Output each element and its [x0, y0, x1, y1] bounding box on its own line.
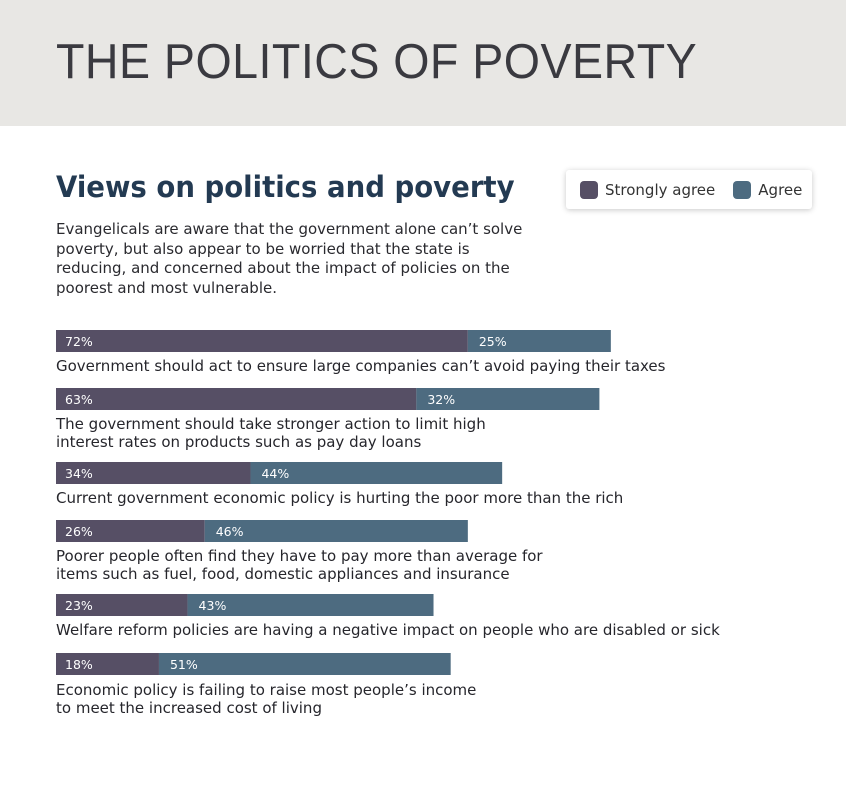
chart-subtitle: Views on politics and poverty [56, 170, 515, 204]
header-banner: THE POLITICS OF POVERTY [0, 0, 846, 126]
legend-swatch-agree [733, 180, 752, 199]
legend-item-strongly-agree: Strongly agree [580, 180, 716, 199]
bar-label-agree-3: 44% [261, 466, 289, 481]
bar-label-strongly-agree-4: 26% [65, 524, 93, 539]
bar-strongly-agree-2 [56, 388, 417, 410]
category-label-3: Current government economic policy is hu… [56, 489, 624, 507]
bar-agree-2 [416, 388, 600, 410]
intro-text: Evangelicals are aware that the governme… [56, 220, 523, 297]
bar-label-strongly-agree-3: 34% [65, 466, 93, 481]
bar-label-agree-2: 32% [427, 392, 455, 407]
bar-agree-4 [204, 520, 468, 542]
bar-agree-6 [158, 653, 451, 675]
bar-strongly-agree-5 [56, 594, 188, 616]
bar-strongly-agree-1 [56, 330, 468, 352]
bar-agree-3 [250, 462, 503, 484]
bar-label-strongly-agree-2: 63% [65, 392, 93, 407]
bar-agree-1 [467, 330, 611, 352]
bar-label-agree-5: 43% [199, 598, 227, 613]
bar-label-agree-6: 51% [170, 657, 198, 672]
bar-agree-5 [187, 594, 434, 616]
bar-label-agree-1: 25% [479, 334, 507, 349]
legend-swatch-strongly-agree [580, 180, 598, 199]
legend-label-agree: Agree [758, 180, 803, 199]
category-label-5: Welfare reform policies are having a neg… [56, 621, 720, 639]
legend-item-agree: Agree [733, 180, 803, 199]
category-label-6: Economic policy is failing to raise most… [56, 681, 477, 717]
bar-label-agree-4: 46% [216, 524, 244, 539]
page-title: THE POLITICS OF POVERTY [56, 35, 698, 89]
legend-label-strongly-agree: Strongly agree [605, 180, 716, 199]
category-label-1: Government should act to ensure large co… [56, 357, 666, 375]
bar-label-strongly-agree-5: 23% [65, 598, 93, 613]
category-label-4: Poorer people often find they have to pa… [56, 547, 543, 583]
bar-strongly-agree-6 [56, 653, 159, 675]
bar-strongly-agree-3 [56, 462, 251, 484]
bar-label-strongly-agree-1: 72% [65, 334, 93, 349]
bar-strongly-agree-4 [56, 520, 205, 542]
bar-label-strongly-agree-6: 18% [65, 657, 93, 672]
category-label-2: The government should take stronger acti… [56, 415, 486, 451]
legend: Strongly agree Agree [566, 170, 812, 209]
